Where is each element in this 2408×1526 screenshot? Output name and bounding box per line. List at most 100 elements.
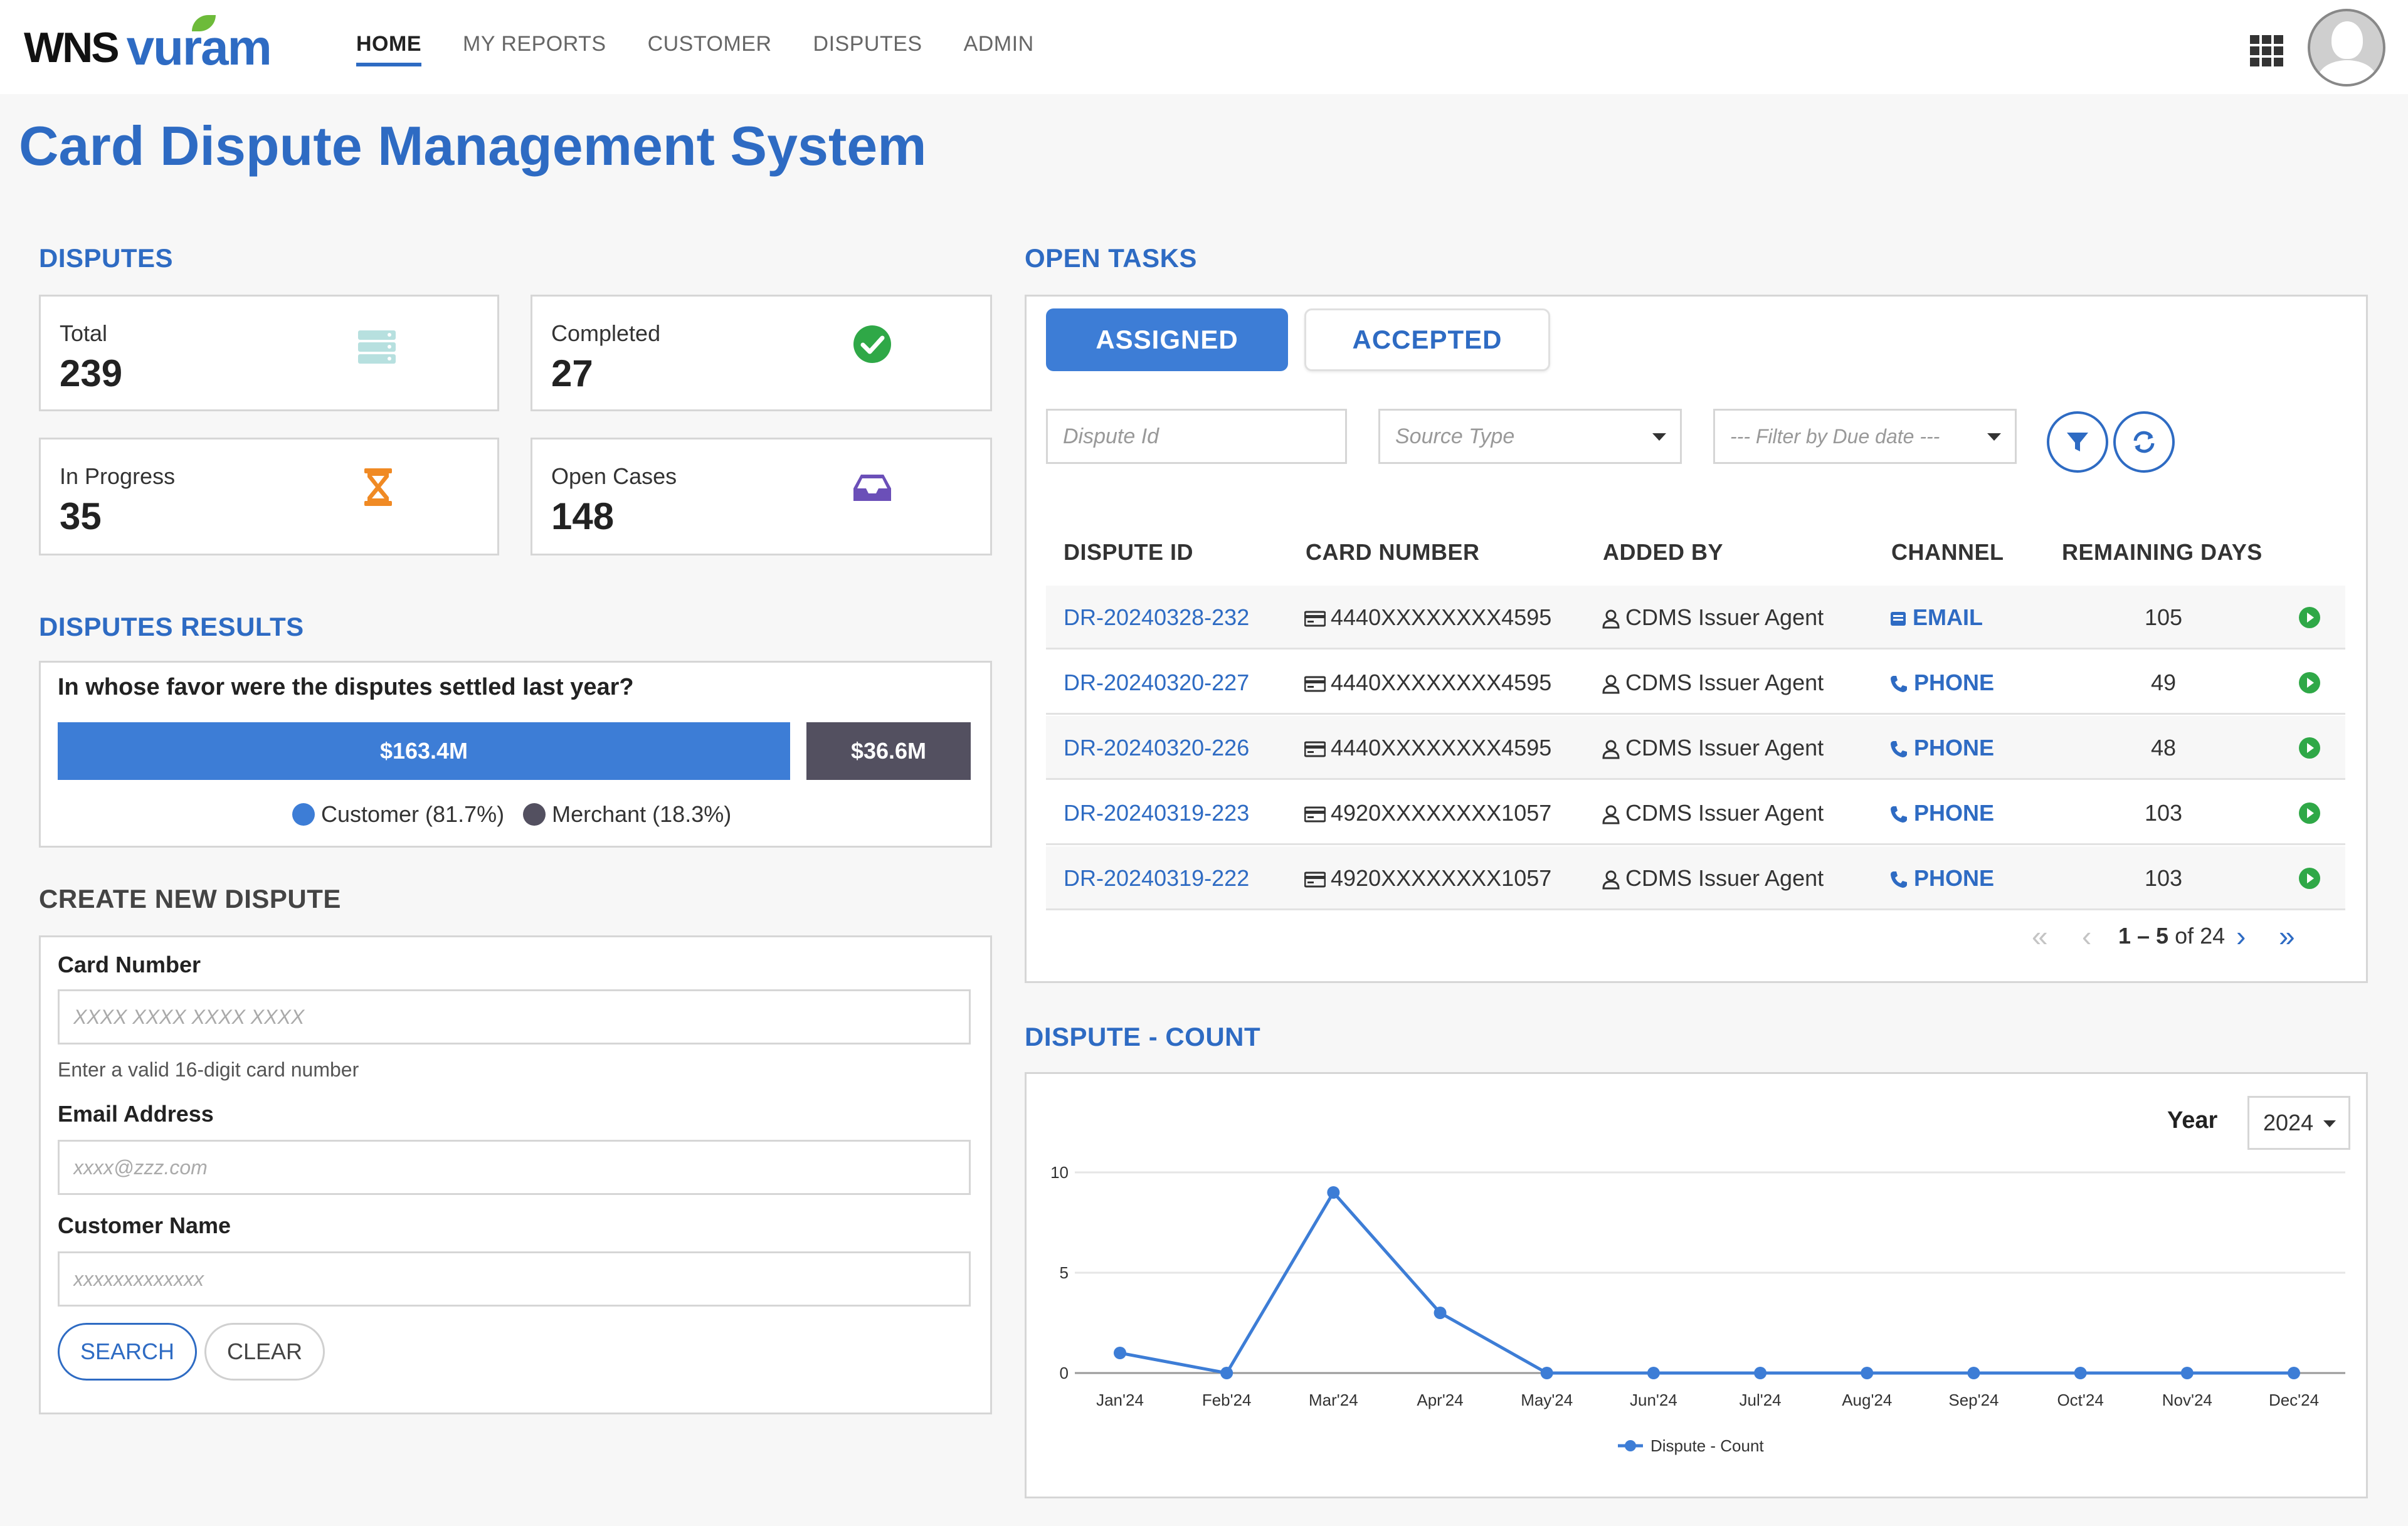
year-label: Year <box>2167 1107 2218 1134</box>
refresh-button[interactable] <box>2113 411 2175 473</box>
user-icon <box>1602 675 1620 694</box>
search-button[interactable]: SEARCH <box>58 1323 197 1381</box>
phone-icon <box>1891 871 1907 888</box>
nav-home[interactable]: HOME <box>356 0 421 66</box>
dispute-count-card <box>1025 1072 2368 1498</box>
main-nav: HOME MY REPORTS CUSTOMER DISPUTES ADMIN <box>356 0 1075 94</box>
legend-dot <box>292 803 315 826</box>
channel-cell: PHONE <box>1889 716 1994 780</box>
legend-dot <box>523 803 546 826</box>
clear-button[interactable]: CLEAR <box>204 1323 325 1381</box>
first-page-icon: « <box>2032 920 2048 952</box>
check-circle-icon <box>853 325 891 363</box>
added-by-cell: CDMS Issuer Agent <box>1602 846 1824 910</box>
start-task-play-icon[interactable] <box>2299 672 2320 693</box>
col-added-by[interactable]: ADDED BY <box>1603 539 1724 565</box>
table-row[interactable]: DR-20240319-223 4920XXXXXXXX1057 CDMS Issu… <box>1046 781 2345 845</box>
apps-grid-icon[interactable] <box>2250 35 2285 66</box>
card-number-cell: 4920XXXXXXXX1057 <box>1304 846 1551 910</box>
nav-my-reports[interactable]: MY REPORTS <box>463 32 606 56</box>
results-question: In whose favor were the disputes settled… <box>58 674 634 700</box>
table-row[interactable]: DR-20240320-227 4440XXXXXXXX4595 CDMS Issu… <box>1046 651 2345 715</box>
source-type-select[interactable]: Source Type <box>1378 409 1682 464</box>
tab-accepted[interactable]: ACCEPTED <box>1304 308 1550 371</box>
phone-icon <box>1891 806 1907 823</box>
start-task-play-icon[interactable] <box>2299 802 2320 824</box>
email-field[interactable] <box>58 1140 971 1195</box>
stat-value: 27 <box>551 352 593 394</box>
added-by-cell: CDMS Issuer Agent <box>1602 781 1824 845</box>
phone-icon <box>1891 741 1907 758</box>
card-number-cell: 4920XXXXXXXX1057 <box>1304 781 1551 845</box>
stat-value: 35 <box>60 495 102 537</box>
disputes-section-title: DISPUTES <box>39 243 174 273</box>
prev-page-icon: ‹ <box>2082 920 2092 952</box>
remaining-days-cell: 103 <box>2144 800 2183 826</box>
pager-range: 1 – 5 of 24 <box>2118 923 2226 949</box>
col-card-number[interactable]: CARD NUMBER <box>1306 539 1480 565</box>
col-remaining-days[interactable]: REMAINING DAYS <box>2062 539 2263 565</box>
nav-disputes[interactable]: DISPUTES <box>813 32 922 56</box>
logo-wns-text: WNS <box>24 24 120 71</box>
stat-value: 148 <box>551 495 615 537</box>
user-avatar-icon[interactable] <box>2308 9 2385 87</box>
card-number-label: Card Number <box>58 952 201 977</box>
inbox-icon <box>853 475 891 501</box>
dispute-id-link[interactable]: DR-20240319-223 <box>1064 800 1250 826</box>
last-page-icon[interactable]: » <box>2279 920 2295 952</box>
wns-vuram-logo[interactable]: WNS vuram <box>24 15 272 78</box>
table-row[interactable]: DR-20240328-232 4440XXXXXXXX4595 CDMS Issu… <box>1046 586 2345 650</box>
credit-card-icon <box>1304 676 1326 692</box>
nav-customer[interactable]: CUSTOMER <box>647 32 772 56</box>
channel-cell: EMAIL <box>1889 586 1983 650</box>
card-number-help: Enter a valid 16-digit card number <box>58 1058 359 1081</box>
card-number-input[interactable] <box>58 989 971 1045</box>
customer-name-input[interactable] <box>58 1251 971 1307</box>
year-select[interactable]: 2024 <box>2247 1096 2350 1150</box>
dispute-id-link[interactable]: DR-20240328-232 <box>1064 604 1250 630</box>
customer-name-label: Customer Name <box>58 1213 231 1238</box>
col-dispute-id[interactable]: DISPUTE ID <box>1064 539 1194 565</box>
dispute-count-title: DISPUTE - COUNT <box>1025 1022 1261 1051</box>
card-number-cell: 4440XXXXXXXX4595 <box>1304 651 1551 715</box>
chevron-down-icon <box>1652 433 1666 441</box>
card-number-cell: 4440XXXXXXXX4595 <box>1304 586 1551 650</box>
channel-cell: PHONE <box>1889 781 1994 845</box>
results-section-title: DISPUTES RESULTS <box>39 612 304 641</box>
table-row[interactable]: DR-20240319-222 4920XXXXXXXX1057 CDMS Issu… <box>1046 846 2345 910</box>
remaining-days-cell: 105 <box>2144 604 2183 630</box>
filter-button[interactable] <box>2047 411 2108 473</box>
added-by-cell: CDMS Issuer Agent <box>1602 651 1824 715</box>
start-task-play-icon[interactable] <box>2299 868 2320 889</box>
card-number-cell: 4440XXXXXXXX4595 <box>1304 716 1551 780</box>
legend-customer: Customer (81.7%) <box>292 801 504 828</box>
stat-label: Completed <box>551 320 661 346</box>
start-task-play-icon[interactable] <box>2299 737 2320 759</box>
remaining-days-cell: 48 <box>2150 735 2177 760</box>
stat-card-total: Total 239 <box>39 295 499 411</box>
dispute-id-link[interactable]: DR-20240320-226 <box>1064 735 1250 760</box>
dispute-id-link[interactable]: DR-20240319-222 <box>1064 865 1250 891</box>
dispute-id-link[interactable]: DR-20240320-227 <box>1064 670 1250 695</box>
credit-card-icon <box>1304 611 1326 627</box>
next-page-icon[interactable]: › <box>2236 920 2246 952</box>
nav-admin[interactable]: ADMIN <box>963 32 1034 56</box>
added-by-cell: CDMS Issuer Agent <box>1602 586 1824 650</box>
user-icon <box>1602 740 1620 759</box>
chevron-down-icon <box>1987 433 2001 441</box>
credit-card-icon <box>1304 741 1326 757</box>
start-task-play-icon[interactable] <box>2299 607 2320 628</box>
logo-vuram-text: vuram <box>127 15 272 76</box>
legend-merchant: Merchant (18.3%) <box>523 801 731 828</box>
col-channel[interactable]: CHANNEL <box>1891 539 2004 565</box>
merchant-share-bar: $36.6M <box>806 722 971 780</box>
table-row[interactable]: DR-20240320-226 4440XXXXXXXX4595 CDMS Issu… <box>1046 716 2345 780</box>
results-legend: Customer (81.7%) Merchant (18.3%) <box>292 801 750 828</box>
tab-assigned[interactable]: ASSIGNED <box>1046 308 1288 371</box>
dispute-id-filter-input[interactable]: Dispute Id <box>1046 409 1347 464</box>
email-icon <box>1891 612 1906 626</box>
server-icon <box>358 330 396 364</box>
due-date-filter-select[interactable]: --- Filter by Due date --- <box>1713 409 2017 464</box>
stat-label: In Progress <box>60 463 176 489</box>
user-icon <box>1602 870 1620 890</box>
